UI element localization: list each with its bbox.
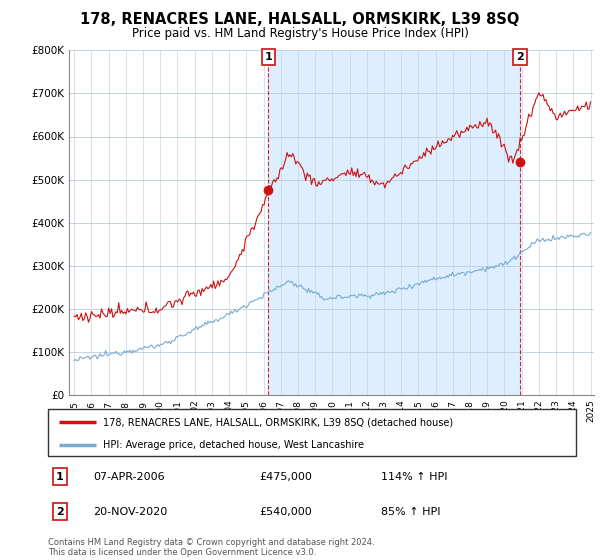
- Text: 178, RENACRES LANE, HALSALL, ORMSKIRK, L39 8SQ (detached house): 178, RENACRES LANE, HALSALL, ORMSKIRK, L…: [103, 417, 454, 427]
- Text: £475,000: £475,000: [259, 472, 312, 482]
- Text: 2: 2: [56, 507, 64, 516]
- Bar: [268, 50, 520, 395]
- Text: Contains HM Land Registry data © Crown copyright and database right 2024.
This d: Contains HM Land Registry data © Crown c…: [48, 538, 374, 557]
- Text: 85% ↑ HPI: 85% ↑ HPI: [380, 507, 440, 516]
- Text: Price paid vs. HM Land Registry's House Price Index (HPI): Price paid vs. HM Land Registry's House …: [131, 27, 469, 40]
- Text: 20-NOV-2020: 20-NOV-2020: [93, 507, 167, 516]
- Text: 2: 2: [516, 52, 524, 62]
- Text: 1: 1: [264, 52, 272, 62]
- Text: 114% ↑ HPI: 114% ↑ HPI: [380, 472, 447, 482]
- Text: £540,000: £540,000: [259, 507, 312, 516]
- Text: 178, RENACRES LANE, HALSALL, ORMSKIRK, L39 8SQ: 178, RENACRES LANE, HALSALL, ORMSKIRK, L…: [80, 12, 520, 27]
- Text: 1: 1: [56, 472, 64, 482]
- FancyBboxPatch shape: [48, 409, 576, 456]
- Text: 07-APR-2006: 07-APR-2006: [93, 472, 164, 482]
- Text: HPI: Average price, detached house, West Lancashire: HPI: Average price, detached house, West…: [103, 440, 364, 450]
